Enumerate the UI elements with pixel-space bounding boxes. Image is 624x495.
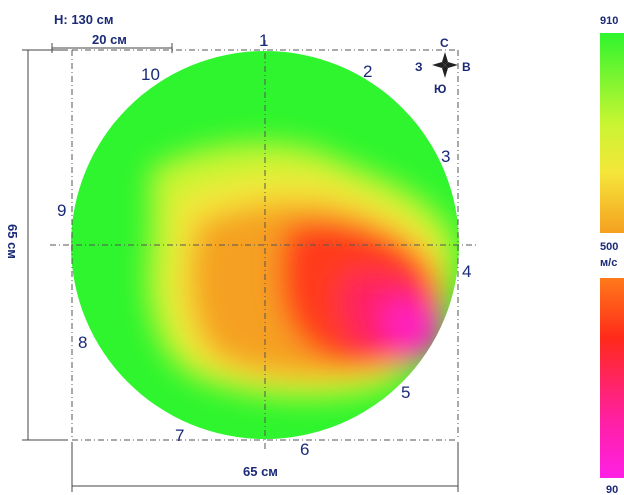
legend-mid-value: 500: [600, 241, 618, 253]
sensor-label-9: 9: [57, 201, 66, 220]
compass-east: В: [462, 60, 471, 74]
color-legend: 910 500 м/с 90: [600, 15, 624, 495]
sensor-label-2: 2: [363, 62, 372, 81]
height-dimension-line: [22, 49, 68, 441]
width-dimension-label: 65 см: [243, 464, 278, 479]
width-dimension-line: [71, 442, 459, 492]
sensor-label-4: 4: [462, 262, 471, 281]
compass-north: С: [440, 36, 449, 50]
legend-bar-slow: [600, 278, 624, 478]
sensor-label-6: 6: [300, 440, 309, 459]
legend-top-value: 910: [600, 15, 618, 27]
scale-bar: [51, 43, 173, 53]
velocity-map: [71, 51, 459, 439]
compass-icon: [432, 52, 458, 78]
scale-bar-label: 20 см: [92, 32, 127, 47]
sensor-label-8: 8: [78, 333, 87, 352]
height-dimension-label: 65 см: [5, 224, 20, 259]
legend-bottom-value: 90: [606, 484, 618, 495]
legend-bar-fast: [600, 33, 624, 233]
sensor-label-7: 7: [175, 426, 184, 445]
sensor-label-5: 5: [401, 383, 410, 402]
sensor-label-3: 3: [441, 147, 450, 166]
sensor-label-10: 10: [141, 65, 160, 84]
height-label: H: 130 см: [54, 12, 113, 27]
sensor-label-1: 1: [259, 31, 268, 50]
legend-mid-unit: м/с: [600, 257, 617, 269]
compass-south: Ю: [434, 82, 446, 96]
guide-lines: [50, 40, 478, 450]
compass-west: З: [415, 60, 423, 74]
